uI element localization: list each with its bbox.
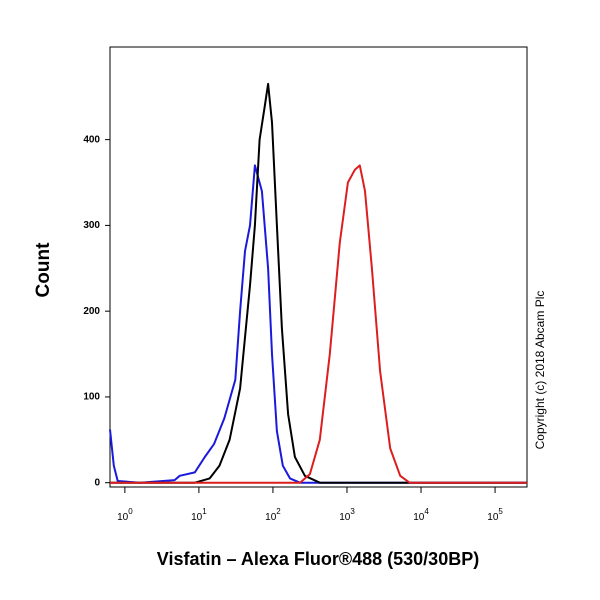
x-tick-exponent: 2 (276, 507, 281, 516)
y-tick-label: 0 (94, 477, 100, 488)
x-tick-exponent: 4 (424, 507, 429, 516)
y-tick-label: 300 (83, 220, 100, 231)
x-tick-label: 103 (339, 507, 355, 523)
copyright: Copyright (c) 2018 Abcam Plc (533, 291, 547, 450)
x-tick-exponent: 1 (202, 507, 207, 516)
x-tick-label: 105 (487, 507, 503, 523)
x-tick-base: 10 (191, 512, 203, 523)
y-axis-label: Count (33, 242, 54, 298)
histogram-line (110, 164, 527, 484)
x-tick-label: 104 (413, 507, 429, 523)
x-tick-base: 10 (339, 512, 351, 523)
x-tick-exponent: 0 (128, 507, 133, 516)
y-tick-label: 400 (83, 134, 100, 145)
x-tick-base: 10 (265, 512, 277, 523)
x-tick-label: 100 (117, 507, 133, 523)
x-tick-base: 10 (413, 512, 425, 523)
histogram-line (109, 164, 527, 484)
x-tick-label: 101 (191, 507, 207, 523)
plot-frame (109, 46, 528, 488)
y-tick-label: 200 (83, 306, 100, 317)
x-tick-base: 10 (487, 512, 499, 523)
y-tick-label: 100 (83, 392, 100, 403)
x-tick-label: 102 (265, 507, 281, 523)
x-tick-base: 10 (117, 512, 129, 523)
x-tick-exponent: 5 (498, 507, 503, 516)
x-axis-label: Visfatin – Alexa Fluor®488 (530/30BP) (157, 549, 479, 569)
histogram-line (110, 82, 527, 484)
x-tick-exponent: 3 (350, 507, 355, 516)
